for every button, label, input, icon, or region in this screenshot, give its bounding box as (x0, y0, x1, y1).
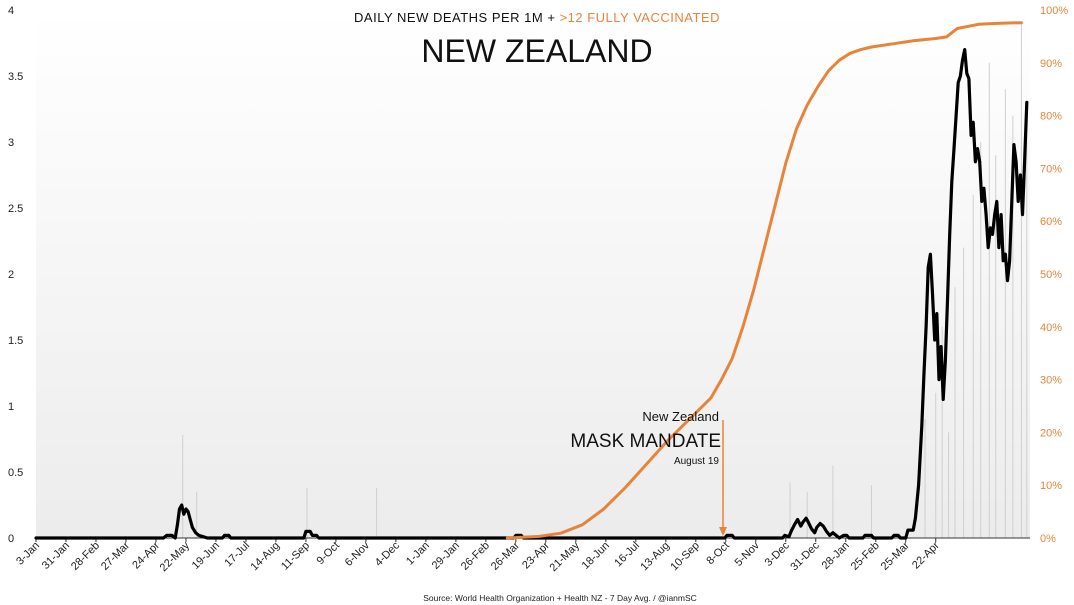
x-tick-label: 27-Mar (99, 539, 132, 572)
left-tick-label: 1 (8, 401, 14, 413)
annotation-arrow-head (719, 527, 727, 536)
left-tick-label: 2.5 (8, 203, 23, 215)
chart-subtitle-orange: >12 FULLY VACCINATED (560, 10, 720, 25)
x-axis: 3-Jan31-Jan28-Feb27-Mar24-Apr22-May19-Ju… (14, 537, 1030, 574)
left-axis: 0 0.5 1 1.5 2 2.5 3 3.5 4 (8, 5, 23, 545)
x-tick-label: 28-Jan (820, 540, 852, 572)
right-tick-label: 100% (1040, 5, 1068, 17)
right-tick-label: 80% (1040, 111, 1062, 123)
chart-title: NEW ZEALAND (421, 33, 652, 69)
x-tick-label: 14-Aug (248, 540, 282, 574)
right-tick-label: 60% (1040, 216, 1062, 228)
x-tick-label: 11-Sep (279, 540, 312, 573)
right-axis: 0% 10% 20% 30% 40% 50% 60% 70% 80% 90% 100% (1040, 5, 1068, 545)
x-tick-label: 31-Dec (788, 539, 822, 573)
source-note: Source: World Health Organization + Heal… (423, 593, 697, 603)
noise-layer (182, 23, 1028, 538)
x-tick-label: 28-Feb (69, 540, 102, 573)
x-tick-label: 25-Mar (879, 539, 912, 572)
right-tick-label: 50% (1040, 269, 1062, 281)
plot-background (36, 10, 1030, 538)
x-tick-label: 19-Jun (190, 540, 222, 572)
x-tick-label: 9-Oct (315, 540, 343, 568)
left-tick-label: 3.5 (8, 71, 23, 83)
x-tick-label: 6-Nov (343, 539, 373, 569)
annotation-line2: MASK MANDATE (570, 431, 721, 452)
mask-mandate-annotation: New Zealand MASK MANDATE August 19 (570, 409, 727, 536)
right-tick-label: 10% (1040, 480, 1062, 492)
x-tick-label: 1-Jan (404, 540, 432, 568)
x-tick-label: 26-Mar (489, 539, 522, 572)
right-tick-label: 90% (1040, 58, 1062, 70)
x-tick-label: 29-Jan (430, 540, 462, 572)
left-tick-label: 1.5 (8, 335, 23, 347)
x-tick-label: 22-Apr (910, 539, 942, 571)
left-tick-label: 3 (8, 137, 14, 149)
x-tick-label: 13-Aug (638, 540, 672, 574)
x-tick-label: 8-Oct (704, 540, 732, 568)
x-tick-label: 26-Feb (459, 540, 492, 573)
x-tick-label: 10-Sep (668, 540, 702, 574)
chart-subtitle-black: DAILY NEW DEATHS PER 1M + (354, 10, 560, 25)
x-tick-label: 4-Dec (373, 539, 403, 569)
deaths-line (34, 48, 1029, 540)
annotation-line3: August 19 (674, 456, 719, 467)
right-tick-label: 20% (1040, 427, 1062, 439)
right-tick-label: 70% (1040, 163, 1062, 175)
x-tick-label: 21-May (548, 539, 583, 574)
x-tick-label: 3-Jan (14, 540, 42, 568)
left-tick-label: 2 (8, 269, 14, 281)
left-tick-label: 0.5 (8, 467, 23, 479)
x-tick-label: 25-Feb (849, 540, 882, 573)
x-tick-label: 5-Nov (733, 539, 763, 569)
right-tick-label: 40% (1040, 322, 1062, 334)
x-tick-label: 18-Jun (580, 540, 612, 572)
annotation-line1: New Zealand (642, 409, 719, 424)
left-tick-label: 4 (8, 5, 14, 17)
series-layer (34, 21, 1029, 540)
x-tick-label: 31-Jan (40, 540, 72, 572)
chart-subtitle: DAILY NEW DEATHS PER 1M + >12 FULLY VACC… (354, 10, 720, 25)
vaccinated-line (505, 21, 1023, 540)
right-tick-label: 0% (1040, 533, 1056, 545)
right-tick-label: 30% (1040, 375, 1062, 387)
x-tick-label: 22-May (158, 539, 193, 574)
left-tick-label: 0 (8, 533, 14, 545)
